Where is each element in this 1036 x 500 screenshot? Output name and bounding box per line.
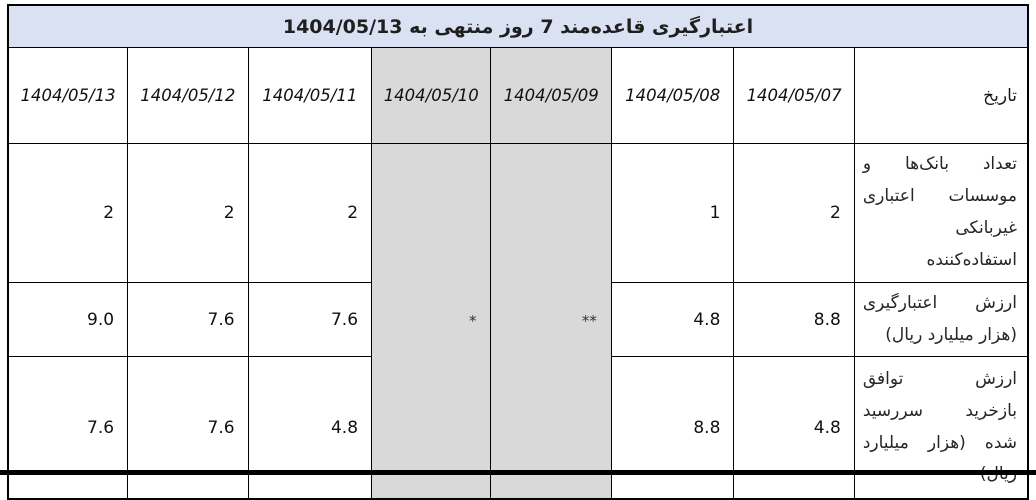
holiday-merged-cell-1404-05-09: **: [490, 143, 612, 500]
value-cell: 2: [127, 143, 249, 283]
value-cell: 2: [247, 143, 373, 283]
date-cell-1404-05-12: 1404/05/12: [127, 47, 249, 144]
date-cell-1404-05-09-holiday: 1404/05/09: [490, 47, 612, 144]
value-cell: 7.6: [127, 356, 249, 500]
date-cell-1404-05-11: 1404/05/11: [247, 47, 373, 144]
value-cell: 4.8: [247, 356, 373, 500]
report-sheet: اعتبارگیری قاعده‌مند 7 روز منتهی به 1404…: [0, 4, 1036, 500]
value-cell: 7.6: [7, 356, 129, 500]
value-cell: 8.8: [733, 282, 855, 357]
value-cell: 1: [610, 143, 735, 283]
value-cell: 7.6: [127, 282, 249, 357]
value-cell: 8.8: [610, 356, 735, 500]
date-cell-1404-05-10-holiday: 1404/05/10: [371, 47, 492, 144]
row-label-repo-matured: ارزش توافق بازخرید سررسید شده (هزار میلیار…: [853, 356, 1029, 500]
row-label-credit-value: ارزش اعتبارگیری (هزار میلیارد ریال): [853, 282, 1029, 357]
row-bank-count: تعداد بانک‌ها و موسسات اعتباری غیربانکی است…: [7, 143, 1029, 500]
value-cell: 9.0: [7, 282, 129, 357]
date-cell-1404-05-07: 1404/05/07: [733, 47, 855, 144]
value-cell: 7.6: [247, 282, 373, 357]
date-header-row: تاریخ 1404/05/07 1404/05/08 1404/05/09 1…: [7, 47, 1029, 144]
date-cell-1404-05-08: 1404/05/08: [610, 47, 735, 144]
title-row: اعتبارگیری قاعده‌مند 7 روز منتهی به 1404…: [7, 4, 1029, 48]
value-cell: 2: [7, 143, 129, 283]
row-label-bank-count: تعداد بانک‌ها و موسسات اعتباری غیربانکی است…: [853, 143, 1029, 283]
date-column-header: تاریخ: [853, 47, 1029, 144]
credit-table: اعتبارگیری قاعده‌مند 7 روز منتهی به 1404…: [7, 4, 1029, 500]
date-cell-1404-05-13: 1404/05/13: [7, 47, 129, 144]
row-credit-value: ارزش اعتبارگیری (هزار میلیارد ریال) 8.8 4…: [7, 282, 1029, 357]
value-cell: 4.8: [610, 282, 735, 357]
holiday-merged-cell-1404-05-10: *: [371, 143, 492, 500]
row-repo-matured-value: ارزش توافق بازخرید سررسید شده (هزار میلیار…: [7, 356, 1029, 500]
value-cell: 2: [733, 143, 855, 283]
bottom-rule: [0, 470, 1036, 475]
table-title: اعتبارگیری قاعده‌مند 7 روز منتهی به 1404…: [7, 4, 1029, 48]
